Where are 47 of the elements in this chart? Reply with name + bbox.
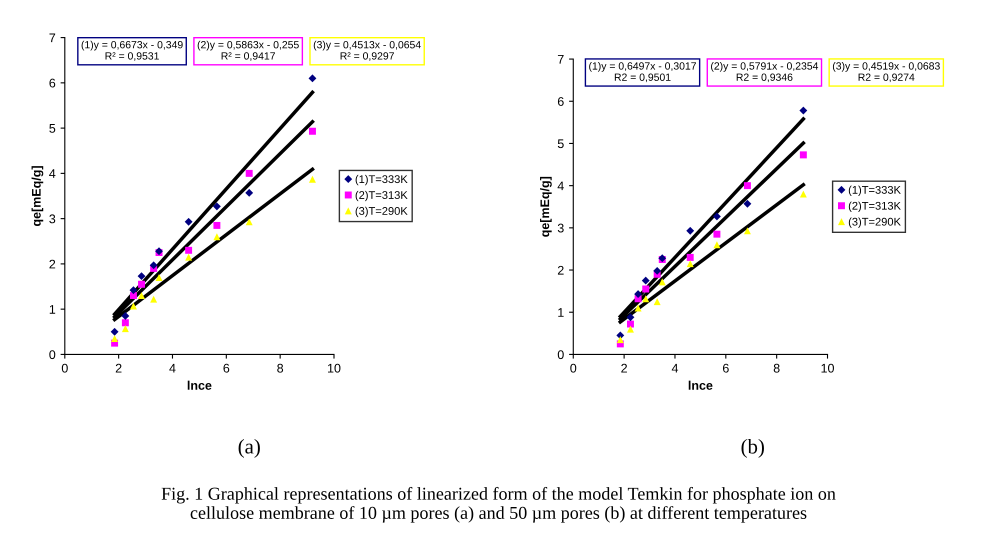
legend-label: (2)T=313K (356, 190, 408, 202)
y-tick-label: 1 (558, 308, 564, 317)
y-tick-label: 2 (558, 266, 564, 275)
y-tick-label: 5 (49, 124, 56, 133)
x-tick-label: 4 (169, 364, 176, 373)
y-axis-title: qe[mEq/g] (540, 176, 552, 237)
legend-label: (3)T=290K (848, 217, 901, 228)
legend-label: (3)T=290K (356, 206, 408, 218)
x-tick-label: 0 (570, 364, 576, 373)
x-tick-label: 6 (722, 364, 729, 373)
x-tick-label: 10 (822, 364, 834, 373)
y-tick-label: 6 (49, 78, 56, 88)
text: (b) (742, 438, 764, 458)
y-tick-label: 4 (558, 182, 564, 190)
x-tick-label: 2 (621, 364, 627, 373)
y-tick-label: 3 (558, 224, 564, 232)
annotation: (1)y = 0,6497x - 0,3017 R2 = 0,9501 (589, 62, 696, 82)
y-tick-label: 2 (49, 260, 56, 268)
legend-label: (1)T=333K (848, 186, 901, 196)
annotation: (2)y = 0,5791x - 0,2354 R2 = 0,9346 (711, 62, 818, 82)
y-tick-label: 5 (558, 139, 564, 148)
y-axis-title: qe[mEq/g] (32, 166, 44, 226)
x-tick-label: 8 (277, 364, 284, 373)
y-tick-label: 3 (49, 214, 56, 224)
text: (3)y = 0,4519x - 0,0683 R2 = 0,9274 (832, 62, 940, 82)
x-tick-label: 10 (328, 364, 340, 373)
annotation: (1)y = 0,6673x - 0,349 R² = 0,9531 (82, 40, 183, 61)
legend-label: (2)T=313K (848, 202, 901, 212)
y-tick-label: 7 (558, 55, 564, 64)
x-axis-title: lnce (188, 380, 212, 390)
x-tick-label: 6 (223, 364, 230, 373)
y-tick-label: 6 (558, 97, 564, 106)
caption: Fig. 1 Graphical representations of linearized form of the model Temkin for phosphate ion on cellulose membrane of 10 µm pores (a) and 50 µm pores (b) at different temperatures (162, 486, 836, 523)
x-axis-title: lnce (688, 380, 712, 390)
y-tick-label: 0 (49, 350, 56, 360)
x-tick-label: 0 (62, 364, 68, 373)
y-tick-label: 4 (49, 169, 56, 178)
annotation: (2)y = 0,5863x - 0,255 R² = 0,9417 (198, 40, 299, 61)
x-tick-label: 4 (672, 364, 678, 373)
x-tick-label: 2 (116, 364, 122, 373)
annotation: (3)y = 0,4513x - 0,0654 R² = 0,9297 (314, 40, 421, 61)
y-tick-label: 7 (49, 34, 56, 42)
legend-label: (1)T=333K (356, 174, 408, 186)
x-tick-label: 8 (774, 364, 780, 373)
text: (a) (238, 438, 260, 458)
y-tick-label: 0 (558, 350, 564, 360)
y-tick-label: 1 (50, 305, 56, 314)
